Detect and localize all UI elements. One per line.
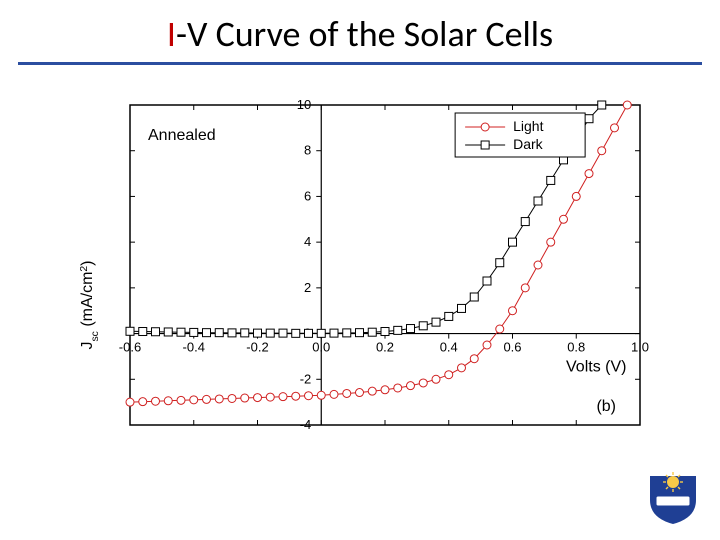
svg-text:8: 8 [304, 143, 311, 158]
svg-text:0.0: 0.0 [312, 340, 330, 355]
svg-text:Volts (V): Volts (V) [566, 359, 626, 376]
svg-text:0.6: 0.6 [503, 340, 521, 355]
svg-text:(b): (b) [596, 398, 616, 415]
title-accent: I [167, 12, 176, 56]
chart-svg: -0.6-0.4-0.20.00.20.40.60.81.0-4-2024681… [70, 95, 660, 515]
svg-text:-4: -4 [300, 417, 312, 432]
slide-title: I-V Curve of the Solar Cells [0, 12, 720, 56]
svg-text:-2: -2 [300, 371, 312, 386]
svg-text:4: 4 [304, 234, 311, 249]
svg-text:0.4: 0.4 [440, 340, 458, 355]
svg-text:-0.6: -0.6 [119, 340, 141, 355]
svg-text:-0.4: -0.4 [183, 340, 205, 355]
svg-text:Annealed: Annealed [148, 127, 216, 144]
title-main: -V Curve of the Solar Cells [176, 12, 553, 56]
svg-text:0.2: 0.2 [376, 340, 394, 355]
svg-text:6: 6 [304, 188, 311, 203]
svg-text:Dark: Dark [513, 136, 544, 152]
iv-chart: -0.6-0.4-0.20.00.20.40.60.81.0-4-2024681… [70, 95, 660, 515]
slide: I-V Curve of the Solar Cells -0.6 -0.4 -0.… [0, 0, 720, 540]
title-underline [18, 62, 702, 65]
svg-text:Light: Light [513, 118, 543, 134]
svg-text:2: 2 [304, 280, 311, 295]
university-logo [644, 468, 702, 526]
svg-text:1.0: 1.0 [631, 340, 649, 355]
svg-text:0.8: 0.8 [567, 340, 585, 355]
svg-text:-0.2: -0.2 [246, 340, 268, 355]
svg-text:Jsc (mA/cm2): Jsc (mA/cm2) [79, 260, 101, 349]
svg-text:10: 10 [297, 97, 311, 112]
